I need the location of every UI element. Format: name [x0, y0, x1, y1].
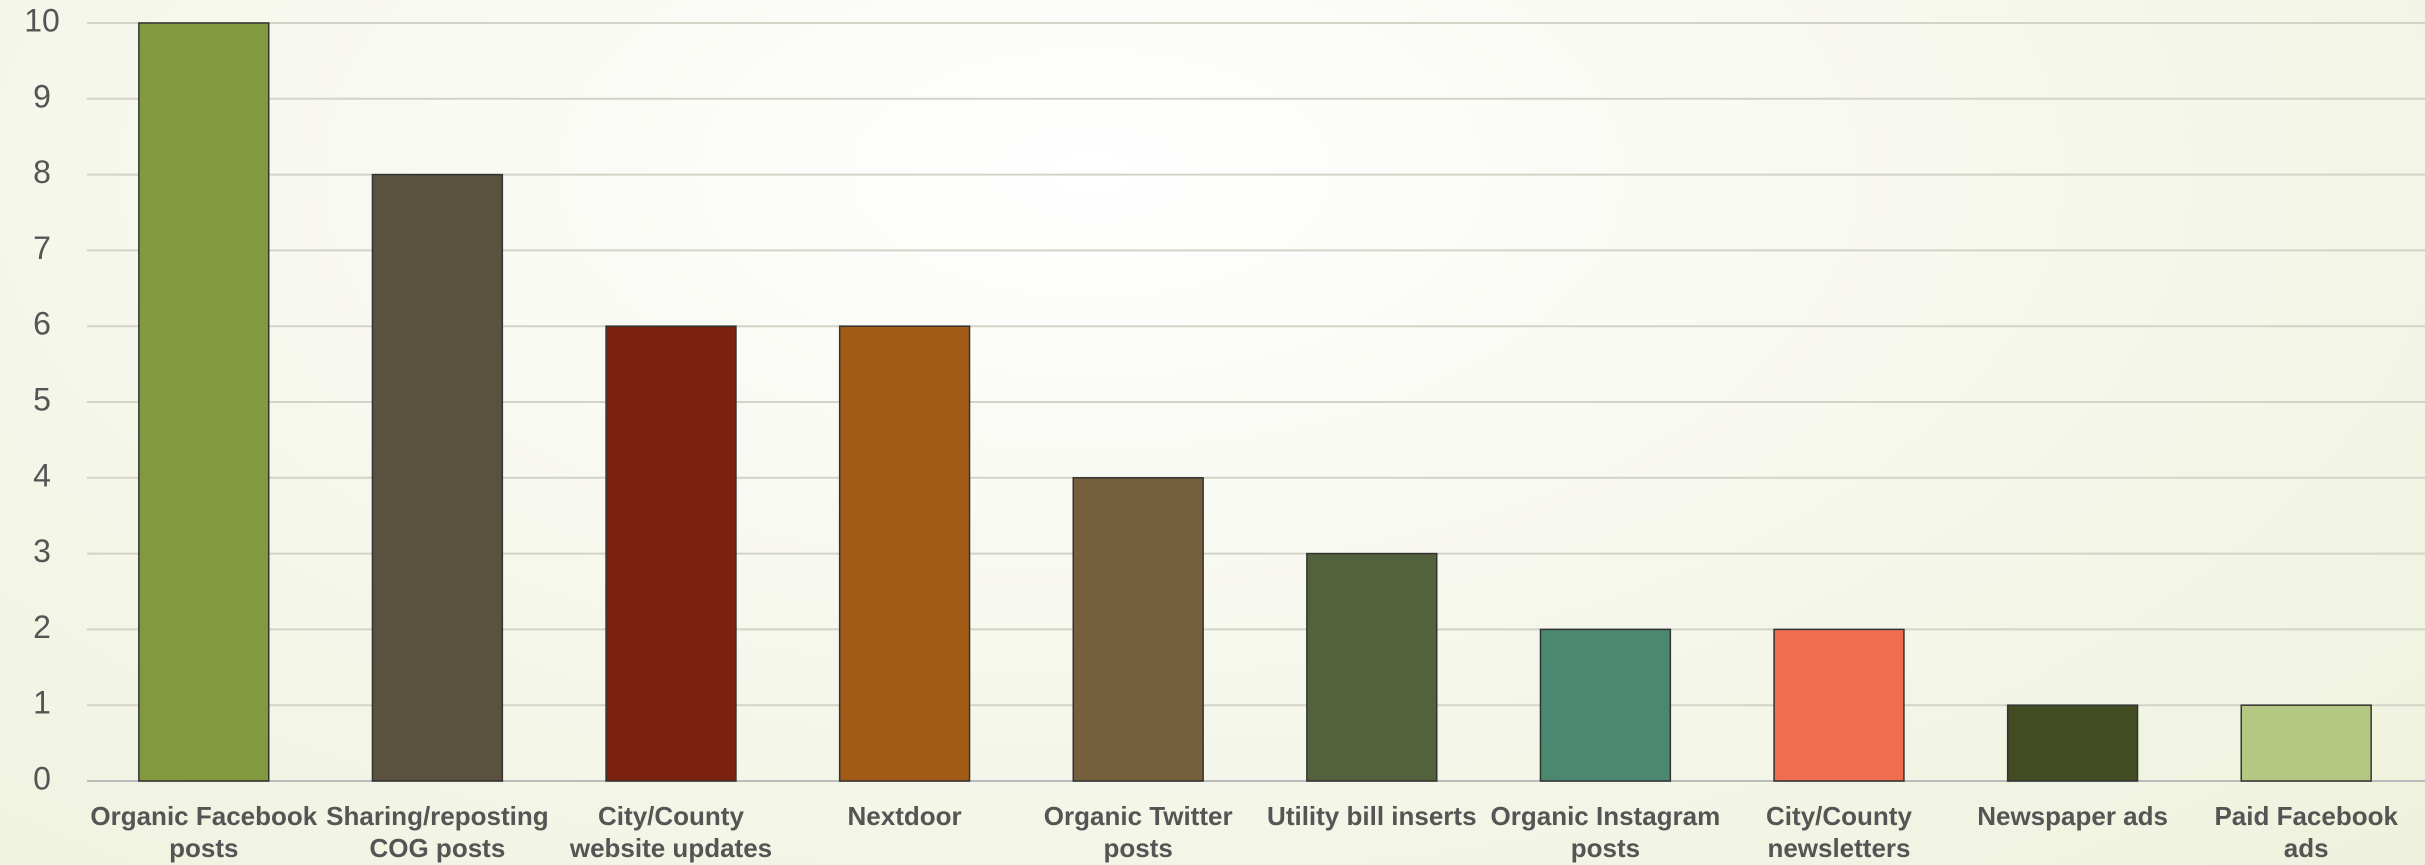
y-tick-label: 8 [33, 154, 51, 190]
y-tick-label: 10 [24, 2, 60, 38]
bar [1072, 477, 1204, 782]
bar [138, 22, 270, 782]
x-tick-label: Sharing/reposting COG posts [326, 801, 549, 863]
y-tick-label: 1 [33, 685, 51, 721]
x-tick-label: Nextdoor [847, 801, 962, 831]
y-tick-label: 3 [33, 533, 51, 569]
y-tick-label: 4 [33, 457, 51, 493]
bar [1773, 628, 1905, 782]
bar [1306, 552, 1438, 782]
x-tick-label: City/County newsletters [1766, 801, 1912, 863]
x-tick-label: Utility bill inserts [1267, 801, 1477, 831]
y-tick-label: 7 [33, 230, 51, 266]
x-tick-label: Newspaper ads [1977, 801, 2168, 831]
bar [371, 173, 504, 782]
y-tick-label: 0 [33, 760, 51, 796]
y-tick-label: 6 [33, 306, 51, 342]
y-tick-label: 5 [33, 381, 51, 417]
y-tick-label: 2 [33, 609, 51, 645]
x-tick-label: Organic Instagram posts [1490, 801, 1721, 863]
bar [2006, 704, 2139, 782]
y-tick-label: 9 [33, 78, 51, 114]
x-tick-label: Organic Twitter posts [1043, 801, 1233, 863]
x-tick-label: Organic Facebook posts [90, 801, 318, 863]
bar [838, 325, 971, 782]
bar [2240, 704, 2372, 782]
bar [605, 325, 737, 782]
x-tick-label: Paid Facebook ads [2214, 801, 2398, 863]
bar [1539, 628, 1672, 782]
x-tick-label: City/County website updates [569, 801, 773, 863]
